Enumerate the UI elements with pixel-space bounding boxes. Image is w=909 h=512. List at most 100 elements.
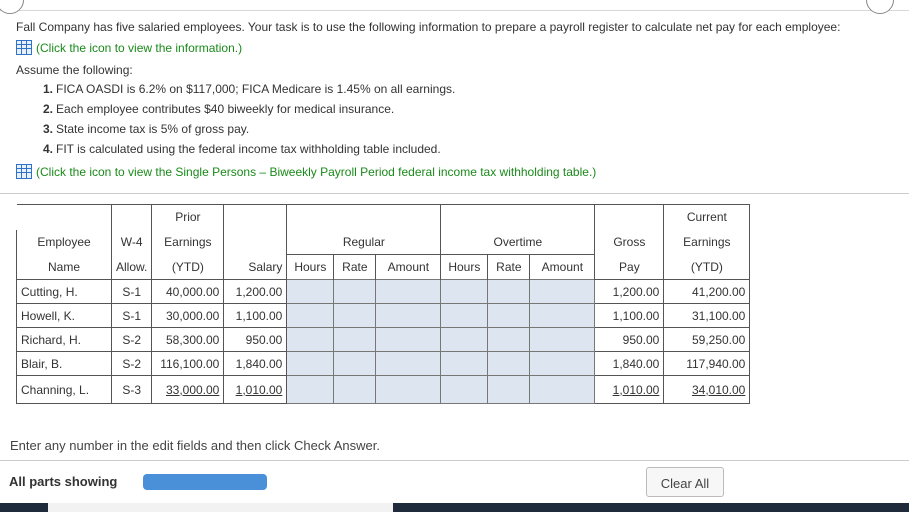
salary: 950.00 [223, 327, 288, 352]
salary: 1,100.00 [223, 303, 288, 328]
assumption-item: 1. FICA OASDI is 6.2% on $117,000; FICA M… [43, 82, 456, 96]
regular-hours-field[interactable] [286, 351, 335, 376]
bottom-bar-segment [48, 503, 393, 512]
salary: 1,840.00 [223, 351, 288, 376]
withholding-table-link[interactable]: (Click the icon to view the Single Perso… [16, 164, 596, 179]
table-row: Richard, H. S-2 58,300.00 950.00 950.00 … [16, 327, 751, 352]
prior-ytd: 33,000.00 [151, 375, 225, 404]
salary: 1,010.00 [223, 375, 288, 404]
employee-name: Howell, K. [16, 303, 112, 328]
overtime-amount-field[interactable] [529, 303, 596, 328]
overtime-amount-field[interactable] [529, 375, 596, 404]
table-row: Howell, K. S-1 30,000.00 1,100.00 1,100.… [16, 303, 751, 328]
regular-rate-field[interactable] [333, 303, 377, 328]
assumption-item: 2. Each employee contributes $40 biweekly… [43, 102, 395, 116]
header-reg-hours: Hours [286, 254, 334, 280]
header-ytd: (YTD) [151, 254, 224, 280]
step-circle-icon [866, 0, 894, 14]
regular-amount-field[interactable] [375, 303, 442, 328]
all-parts-label: All parts showing [9, 474, 118, 489]
header-prior: Prior [151, 204, 224, 230]
header-current: Current [663, 204, 751, 230]
regular-hours-field[interactable] [286, 279, 335, 304]
overtime-amount-field[interactable] [529, 279, 596, 304]
overtime-hours-field[interactable] [440, 279, 489, 304]
table-icon[interactable] [16, 164, 32, 179]
current-ytd: 59,250.00 [663, 327, 751, 352]
regular-rate-field[interactable] [333, 351, 377, 376]
regular-hours-field[interactable] [286, 375, 335, 404]
assumption-item: 3. State income tax is 5% of gross pay. [43, 122, 250, 136]
regular-rate-field[interactable] [333, 375, 377, 404]
employee-name: Cutting, H. [16, 279, 112, 304]
overtime-rate-field[interactable] [487, 375, 531, 404]
overtime-rate-field[interactable] [487, 327, 531, 352]
prior-ytd: 40,000.00 [151, 279, 225, 304]
header-cur-earnings: Earnings [663, 229, 751, 255]
assume-label: Assume the following: [16, 63, 133, 77]
table-icon[interactable] [16, 40, 32, 55]
w4-allow: S-2 [110, 327, 153, 352]
employee-name: Channing, L. [16, 375, 112, 404]
prior-ytd: 58,300.00 [151, 327, 225, 352]
header-regular: Regular [286, 229, 441, 255]
w4-allow: S-3 [110, 375, 153, 404]
overtime-amount-field[interactable] [529, 351, 596, 376]
header-name: Name [16, 254, 112, 280]
regular-amount-field[interactable] [375, 327, 442, 352]
header-gross: Gross [594, 229, 664, 255]
overtime-hours-field[interactable] [440, 351, 489, 376]
gross-pay: 1,010.00 [594, 375, 665, 404]
gross-pay: 950.00 [594, 327, 665, 352]
header-pay: Pay [594, 254, 664, 280]
table-row: Channing, L. S-3 33,000.00 1,010.00 1,01… [16, 375, 751, 404]
gross-pay: 1,840.00 [594, 351, 665, 376]
employee-name: Richard, H. [16, 327, 112, 352]
w4-allow: S-1 [110, 303, 153, 328]
current-ytd: 31,100.00 [663, 303, 751, 328]
header-allow: Allow. [110, 254, 152, 280]
regular-amount-field[interactable] [375, 351, 442, 376]
regular-rate-field[interactable] [333, 279, 377, 304]
clear-all-button[interactable]: Clear All [646, 467, 724, 497]
gross-pay: 1,100.00 [594, 303, 665, 328]
table-row: Blair, B. S-2 116,100.00 1,840.00 1,840.… [16, 351, 751, 376]
withholding-link-text[interactable]: (Click the icon to view the Single Perso… [36, 164, 597, 179]
divider [0, 460, 909, 461]
header-cur-ytd: (YTD) [663, 254, 751, 280]
header-ot-amount: Amount [529, 254, 595, 280]
assumption-item: 4. FIT is calculated using the federal in… [43, 142, 441, 156]
info-link-text[interactable]: (Click the icon to view the information.… [36, 40, 243, 55]
header-earnings: Earnings [151, 229, 224, 255]
table-row: Cutting, H. S-1 40,000.00 1,200.00 1,200… [16, 279, 751, 304]
info-link[interactable]: (Click the icon to view the information.… [16, 40, 242, 55]
header-ot-hours: Hours [440, 254, 488, 280]
overtime-amount-field[interactable] [529, 327, 596, 352]
current-ytd: 41,200.00 [663, 279, 751, 304]
regular-rate-field[interactable] [333, 327, 377, 352]
salary: 1,200.00 [223, 279, 288, 304]
header-salary: Salary [223, 254, 287, 280]
bottom-bar [0, 503, 909, 512]
gross-pay: 1,200.00 [594, 279, 665, 304]
overtime-hours-field[interactable] [440, 375, 489, 404]
regular-amount-field[interactable] [375, 279, 442, 304]
w4-allow: S-1 [110, 279, 153, 304]
employee-name: Blair, B. [16, 351, 112, 376]
header-ot-rate: Rate [487, 254, 530, 280]
overtime-hours-field[interactable] [440, 327, 489, 352]
overtime-rate-field[interactable] [487, 303, 531, 328]
prior-ytd: 116,100.00 [151, 351, 225, 376]
top-bar [0, 0, 909, 14]
overtime-hours-field[interactable] [440, 303, 489, 328]
divider [0, 193, 909, 194]
regular-amount-field[interactable] [375, 375, 442, 404]
overtime-rate-field[interactable] [487, 351, 531, 376]
regular-hours-field[interactable] [286, 303, 335, 328]
step-circle-icon [0, 0, 24, 14]
current-ytd: 34,010.00 [663, 375, 751, 404]
regular-hours-field[interactable] [286, 327, 335, 352]
header-w4: W-4 [110, 229, 152, 255]
overtime-rate-field[interactable] [487, 279, 531, 304]
header-reg-rate: Rate [333, 254, 376, 280]
